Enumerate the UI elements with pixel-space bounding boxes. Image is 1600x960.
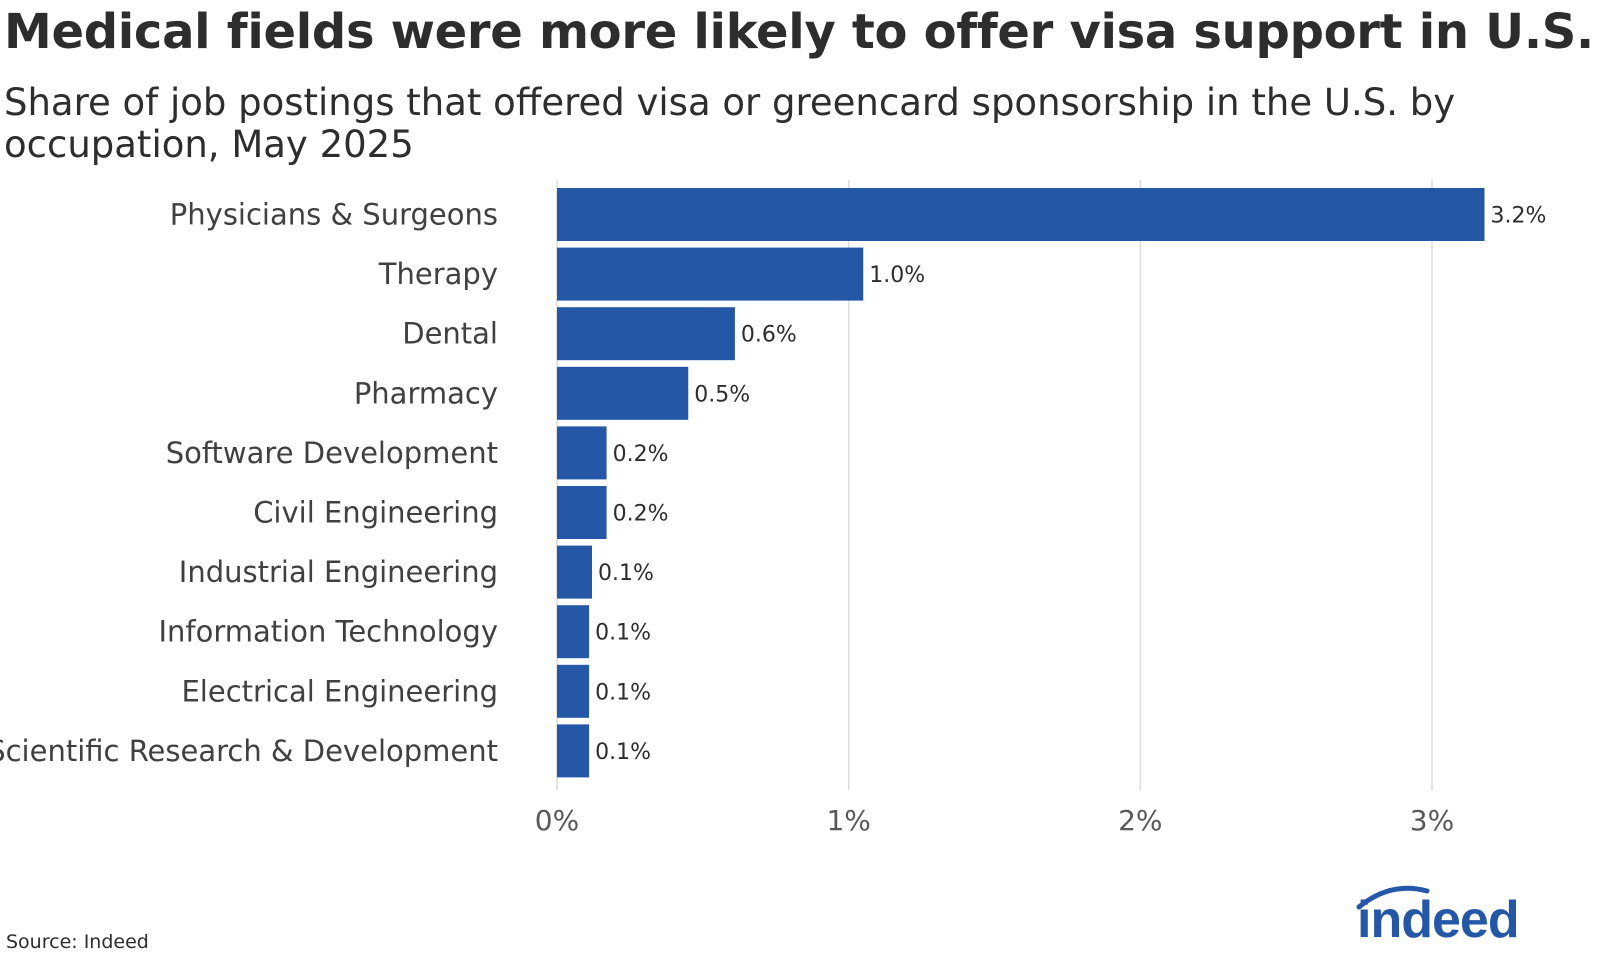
bar [557, 188, 1485, 241]
bar [557, 605, 590, 659]
chart-subtitle: Share of job postings that offered visa … [4, 81, 1456, 166]
category-label: Scientific Research & Development [0, 734, 498, 768]
value-label: 0.5% [694, 382, 750, 407]
bar [557, 664, 590, 718]
x-tick-label: 3% [1410, 804, 1454, 837]
value-label: 0.2% [613, 442, 669, 467]
logo-wordmark: indeed [1357, 891, 1519, 945]
category-label: Software Development [166, 436, 498, 470]
logo-arc [1356, 885, 1430, 910]
chart-title: Medical fields were more likely to offer… [4, 4, 1594, 60]
category-label: Civil Engineering [253, 496, 498, 530]
bar [557, 307, 735, 361]
value-label: 0.6% [741, 323, 797, 348]
value-label: 0.1% [595, 621, 651, 646]
value-labels: 3.2% 1.0% 0.6% 0.5% 0.2% 0.2% 0.1% 0.1% 0.1% 0.1% [595, 204, 1546, 765]
x-axis-ticks: 0% 1% 2% 3% [535, 804, 1454, 837]
bars [557, 188, 1485, 778]
value-label: 0.1% [598, 561, 654, 586]
value-label: 0.1% [595, 680, 651, 705]
value-label: 0.2% [613, 502, 669, 527]
category-label: Information Technology [158, 615, 498, 649]
category-label: Electrical Engineering [181, 674, 498, 708]
bar [557, 426, 607, 480]
bar [557, 724, 590, 778]
value-label: 1.0% [869, 263, 925, 288]
x-tick-label: 0% [535, 804, 579, 837]
indeed-logo: indeed [1356, 885, 1520, 945]
category-label: Pharmacy [354, 376, 498, 410]
category-label: Dental [402, 317, 498, 351]
bar [557, 247, 864, 301]
x-tick-label: 2% [1118, 804, 1162, 837]
bar [557, 366, 689, 420]
category-labels: Physicians & Surgeons Therapy Dental Pharma… [0, 198, 498, 768]
bar [557, 486, 607, 539]
value-label: 3.2% [1491, 204, 1547, 229]
x-tick-label: 1% [826, 804, 870, 837]
category-label: Physicians & Surgeons [170, 198, 498, 232]
category-label: Therapy [378, 257, 498, 291]
source-note: Source: Indeed [6, 931, 149, 953]
bar [557, 545, 592, 599]
value-label: 0.1% [595, 740, 651, 765]
bar-chart: Physicians & Surgeons Therapy Dental Pharma… [0, 180, 1546, 837]
category-label: Industrial Engineering [179, 555, 498, 589]
